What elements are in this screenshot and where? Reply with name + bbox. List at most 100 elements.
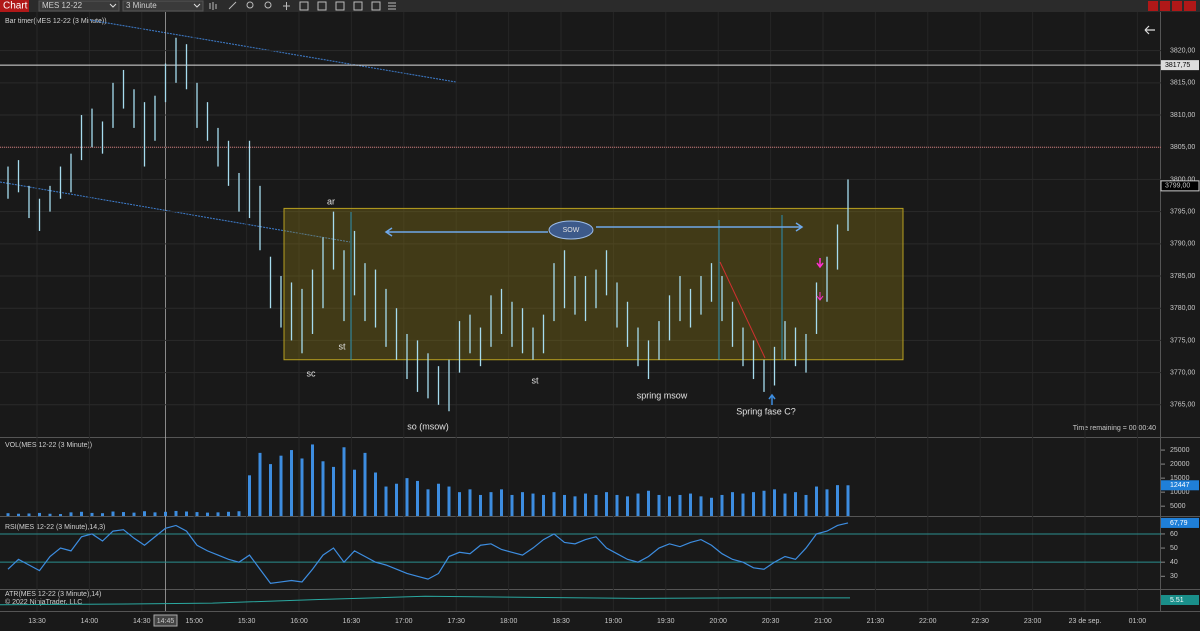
interval-text[interactable]: 3 Minute — [126, 1, 157, 10]
atr-panel-label: ATR(MES 12-22 (3 Minute),14) — [5, 591, 101, 598]
volume-bar — [794, 492, 797, 516]
volume-bar — [720, 494, 724, 516]
volume-bar — [636, 493, 640, 516]
restore-button[interactable] — [1172, 1, 1182, 11]
x-tick-label: 18:30 — [552, 618, 570, 625]
volume-bar — [489, 492, 493, 516]
x-tick-label: 16:00 — [290, 618, 308, 625]
volume-bar — [27, 513, 31, 516]
chart-button[interactable] — [0, 0, 29, 12]
instrument-select[interactable] — [38, 0, 120, 12]
volume-bar — [678, 494, 682, 516]
y-tick-label: 25000 — [1170, 447, 1190, 454]
back-arrow[interactable] — [1144, 25, 1155, 35]
copyright: © 2022 NinjaTrader, LLC — [5, 598, 82, 606]
maximize-button[interactable] — [1160, 1, 1170, 11]
chart-button-label[interactable]: Chart — [3, 1, 28, 12]
annotation: sc — [307, 368, 317, 378]
volume-bar — [395, 483, 398, 516]
volume-tag — [1161, 480, 1199, 491]
annotation: so (msow) — [407, 421, 449, 431]
annotation: SOW — [563, 227, 580, 234]
rsi-tag-label: 67,79 — [1170, 520, 1188, 527]
volume-bar — [174, 510, 178, 516]
minimize-button[interactable] — [1148, 1, 1158, 11]
toolbar-icons[interactable] — [209, 1, 396, 11]
volume-bar — [710, 497, 713, 516]
atr-tag — [1161, 595, 1199, 605]
range-arrow — [596, 222, 804, 232]
volume-bar — [143, 511, 146, 516]
x-tick-label: 20:00 — [709, 618, 727, 625]
volume-bar — [405, 478, 409, 516]
volume-bar — [164, 511, 167, 516]
volume-bar — [584, 493, 587, 516]
volume-bar — [804, 494, 808, 516]
volume-bar — [521, 492, 524, 516]
volume-bar — [101, 513, 104, 516]
volume-bar — [552, 492, 556, 516]
volume-bar — [510, 494, 514, 516]
volume-bar — [836, 485, 839, 516]
volume-bar — [699, 496, 703, 516]
y-tick-label: 20000 — [1170, 461, 1190, 468]
trend-line — [89, 19, 457, 83]
volume-bar — [90, 512, 94, 516]
interval-select[interactable] — [122, 0, 204, 12]
y-tick-label: 10000 — [1170, 489, 1190, 496]
rsi-panel-label: RSI(MES 12-22 (3 Minute),14,3) — [5, 524, 105, 531]
x-tick-label: 01:00 — [1129, 618, 1147, 625]
volume-bar — [605, 492, 608, 516]
x-tick-label: 18:00 — [500, 618, 518, 625]
volume-bar — [342, 447, 346, 516]
y-tick-label: 3770,00 — [1170, 369, 1195, 376]
volume-bar — [531, 493, 535, 516]
x-tick-label: 16:30 — [343, 618, 361, 625]
x-tick-label: 13:30 — [28, 618, 46, 625]
volume-bar — [195, 512, 199, 516]
x-tick-label: 20:30 — [762, 618, 780, 625]
volume-bar — [80, 511, 83, 516]
volume-bar — [594, 494, 598, 516]
volume-bar — [458, 492, 461, 516]
y-tick-label: 3795,00 — [1170, 208, 1195, 215]
rsi-line — [7, 522, 849, 584]
volume-bar — [384, 486, 388, 516]
volume-bar — [206, 512, 209, 516]
y-tick-label: 3780,00 — [1170, 305, 1195, 312]
y-tick-label: 60 — [1170, 531, 1178, 538]
time-remaining: Time remaining = 00:00:40 — [1073, 425, 1156, 432]
volume-bar — [416, 480, 419, 516]
volume-bar — [48, 513, 52, 516]
y-tick-label: 50 — [1170, 545, 1178, 552]
volume-bar — [825, 489, 829, 516]
y-tick-label: 3765,00 — [1170, 402, 1195, 409]
volume-bar — [279, 455, 283, 516]
volume-bar — [468, 489, 472, 516]
x-tick-label: 23 de sep. — [1069, 618, 1102, 625]
volume-bar — [132, 512, 136, 516]
close-button[interactable] — [1184, 1, 1196, 11]
y-tick-label: 3785,00 — [1170, 273, 1195, 280]
volume-bar — [258, 452, 262, 516]
cursor-time-box — [153, 614, 178, 627]
y-tick-label: 15000 — [1170, 475, 1190, 482]
up-arrow — [768, 393, 776, 405]
volume-bar — [479, 494, 482, 516]
range-arrow — [384, 227, 548, 237]
dropdown-arrow — [193, 3, 201, 8]
trend-line — [719, 261, 766, 359]
volume-bar — [615, 494, 619, 516]
instrument-text[interactable]: MES 12-22 — [42, 1, 83, 10]
volume-bar — [38, 512, 41, 516]
volume-bar — [248, 475, 251, 516]
volume-bar — [426, 489, 430, 516]
volume-bar — [216, 512, 220, 516]
volume-bar — [332, 466, 335, 516]
y-tick-label: 3800,00 — [1170, 176, 1195, 183]
y-tick-label: 30 — [1170, 573, 1178, 580]
volume-bar — [311, 444, 314, 516]
x-tick-label: 17:30 — [447, 618, 465, 625]
